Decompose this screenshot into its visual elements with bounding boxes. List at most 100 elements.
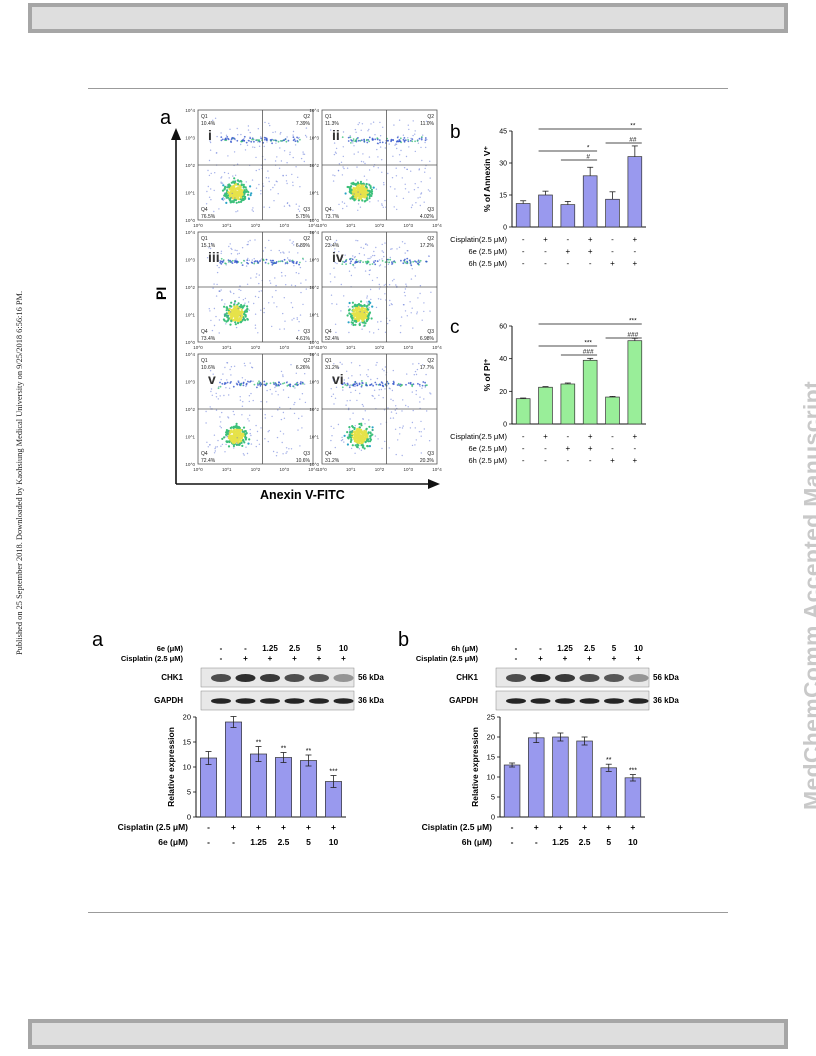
event-dot	[230, 319, 233, 322]
condition-sign: -	[566, 432, 569, 441]
event-dot	[350, 260, 352, 263]
event-dot	[391, 261, 393, 263]
event-dot	[276, 451, 278, 454]
event-dot	[365, 316, 368, 319]
event-dot	[302, 257, 304, 260]
event-dot	[274, 277, 276, 279]
event-dot	[354, 380, 357, 383]
condition-sign: -	[611, 235, 614, 244]
event-dot	[258, 140, 261, 143]
event-dot	[298, 321, 300, 323]
event-dot	[280, 160, 283, 162]
event-dot	[366, 295, 368, 297]
event-dot	[410, 206, 413, 209]
event-dot	[220, 181, 222, 183]
event-dot	[359, 206, 362, 208]
blot-size-label: 56 kDa	[358, 673, 384, 682]
event-dot	[355, 239, 357, 242]
event-dot	[246, 144, 249, 146]
event-dot	[391, 248, 393, 250]
event-dot	[218, 319, 221, 321]
condition-sign: +	[588, 432, 593, 441]
event-dot	[226, 432, 229, 435]
event-dot	[364, 309, 367, 312]
event-dot	[410, 264, 413, 267]
flow-plot-iii: Q115.1%Q26.89%Q473.4%Q34.61%iii10^010^01…	[185, 230, 318, 350]
event-dot	[255, 169, 257, 172]
condition-sign: -	[522, 235, 525, 244]
event-dot	[370, 256, 372, 258]
event-dot	[335, 152, 337, 154]
event-dot	[249, 137, 252, 140]
event-dot	[351, 318, 354, 322]
event-dot	[388, 143, 390, 145]
event-dot	[264, 158, 266, 161]
event-dot	[209, 444, 211, 446]
event-dot	[297, 383, 299, 386]
event-dot	[356, 312, 359, 315]
event-dot	[342, 260, 344, 263]
q3-value: 10.6%	[296, 458, 311, 464]
event-dot	[220, 445, 222, 447]
event-dot	[353, 256, 356, 259]
event-dot	[275, 142, 277, 144]
event-dot	[232, 431, 235, 434]
event-dot	[346, 185, 349, 189]
event-dot	[275, 180, 277, 182]
event-dot	[354, 323, 357, 326]
event-dot	[379, 146, 382, 148]
y-tick-label: 40	[499, 356, 507, 363]
event-dot	[272, 186, 274, 189]
event-dot	[363, 175, 366, 177]
x-row-dose: -	[511, 837, 514, 847]
event-dot	[334, 175, 336, 177]
event-dot	[350, 391, 352, 394]
event-dot	[216, 283, 218, 286]
blot-band	[604, 674, 624, 682]
event-dot	[373, 165, 375, 168]
event-dot	[388, 447, 390, 449]
event-dot	[245, 141, 248, 144]
event-dot	[289, 385, 292, 388]
x-tick-label: 10^4	[308, 223, 318, 228]
event-dot	[417, 186, 419, 189]
event-dot	[361, 194, 364, 197]
event-dot	[377, 298, 380, 300]
event-dot	[234, 302, 236, 304]
event-dot	[219, 416, 221, 418]
event-dot	[396, 384, 399, 386]
event-dot	[368, 273, 371, 276]
event-dot	[347, 377, 350, 379]
event-dot	[229, 368, 231, 371]
event-dot	[238, 184, 241, 187]
event-dot	[242, 434, 245, 437]
event-dot	[360, 308, 363, 311]
event-dot	[360, 449, 363, 451]
event-dot	[364, 185, 367, 188]
y-tick-label: 15	[499, 193, 507, 200]
event-dot	[235, 305, 238, 308]
event-dot	[276, 156, 278, 158]
event-dot	[300, 157, 303, 160]
event-dot	[341, 174, 344, 176]
event-dot	[260, 400, 262, 403]
event-dot	[274, 382, 277, 384]
y-tick-label: 10^4	[309, 230, 319, 235]
event-dot	[282, 433, 285, 435]
event-dot	[357, 203, 360, 205]
event-dot	[408, 128, 410, 131]
event-dot	[406, 261, 409, 263]
event-dot	[264, 384, 267, 387]
event-dot	[355, 316, 359, 319]
western-blot-6h: b 6h (μM)Cisplatin (2.5 μM)- -1.25 2.5 5 10- +…	[398, 629, 679, 711]
cisplatin-sign: +	[268, 654, 273, 663]
event-dot	[238, 252, 240, 255]
event-dot	[282, 251, 284, 253]
event-dot	[238, 288, 240, 291]
event-dot	[247, 442, 250, 445]
event-dot	[209, 247, 212, 250]
event-dot	[284, 275, 287, 277]
event-dot	[350, 142, 352, 144]
event-dot	[355, 259, 358, 261]
event-dot	[420, 181, 422, 183]
